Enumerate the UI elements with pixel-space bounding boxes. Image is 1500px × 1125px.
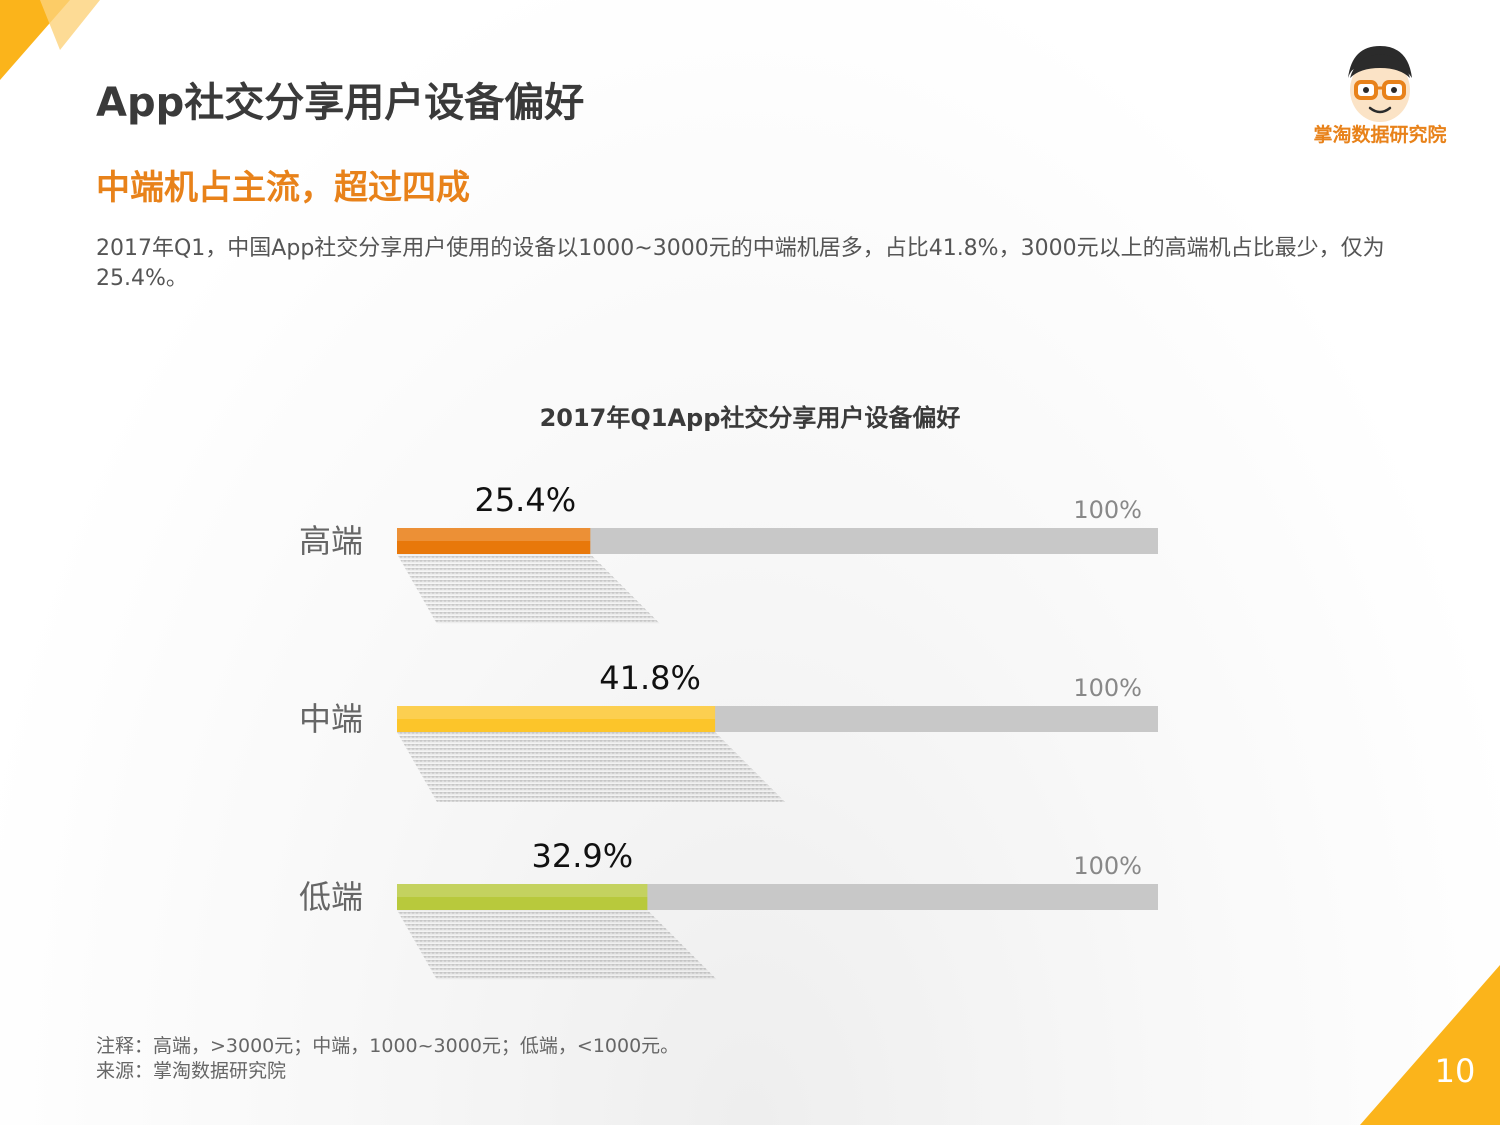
category-label: 低端 — [299, 878, 363, 916]
footnote-source: 来源：掌淘数据研究院 — [96, 1060, 287, 1082]
bar-shadow — [397, 732, 786, 802]
bar-fill — [397, 528, 591, 554]
chart-title: 2017年Q1App社交分享用户设备偏好 — [539, 404, 961, 432]
bar-shadow — [397, 554, 661, 624]
mascot-logo-icon — [1348, 46, 1412, 122]
bar-highlight — [397, 528, 591, 541]
page-subtitle: 中端机占主流，超过四成 — [96, 168, 470, 208]
brand-name: 掌淘数据研究院 — [1313, 124, 1447, 146]
bar-fill — [397, 884, 648, 910]
footnote-note: 注释：高端，>3000元；中端，1000~3000元；低端，<1000元。 — [96, 1035, 680, 1057]
description-text: 2017年Q1，中国App社交分享用户使用的设备以1000~3000元的中端机居… — [96, 236, 1385, 291]
page-number: 10 — [1434, 1052, 1476, 1090]
bar-shadow — [397, 910, 718, 980]
max-label: 100% — [1073, 496, 1142, 524]
corner-decoration-bottom-right — [1360, 965, 1500, 1125]
value-label: 41.8% — [599, 659, 701, 697]
max-label: 100% — [1073, 674, 1142, 702]
category-label: 中端 — [299, 700, 363, 738]
value-label: 32.9% — [532, 837, 634, 875]
bar-highlight — [397, 884, 648, 897]
value-label: 25.4% — [474, 481, 576, 519]
bar-fill — [397, 706, 716, 732]
corner-decoration-top-left — [0, 0, 100, 80]
bar-highlight — [397, 706, 716, 719]
category-label: 高端 — [299, 522, 363, 560]
footnote: 注释：高端，>3000元；中端，1000~3000元；低端，<1000元。 来源… — [96, 1034, 679, 1084]
max-label: 100% — [1073, 852, 1142, 880]
page-title: App社交分享用户设备偏好 — [96, 80, 585, 126]
